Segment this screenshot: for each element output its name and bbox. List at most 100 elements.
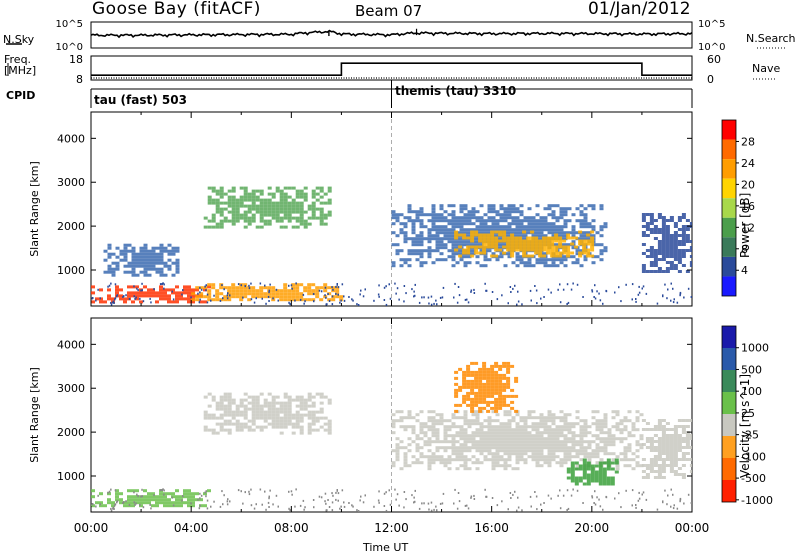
power-cell	[451, 246, 456, 250]
velocity-cell	[507, 455, 512, 459]
velocity-cell	[531, 443, 536, 447]
velocity-cell	[187, 504, 191, 508]
power-cell	[255, 289, 260, 293]
velocity-scatter-dot	[128, 503, 131, 506]
velocity-cell	[523, 434, 528, 438]
power-cell	[543, 264, 548, 268]
velocity-scatter-dot	[559, 507, 562, 510]
velocity-cell	[641, 470, 646, 473]
velocity-cell	[227, 401, 232, 405]
power-scatter-dot	[134, 297, 136, 300]
velocity-cell	[627, 410, 632, 414]
velocity-cell	[431, 422, 436, 426]
power-cell	[579, 222, 584, 226]
power-scatter-dot	[303, 302, 305, 305]
velocity-cell	[657, 470, 662, 473]
velocity-cell	[502, 364, 507, 368]
power-cell	[227, 195, 232, 199]
velocity-scatter-dot	[591, 495, 593, 498]
velocity-scatter-dot	[206, 507, 209, 510]
velocity-cell	[467, 419, 472, 423]
velocity-cell	[395, 446, 400, 450]
velocity-cell	[470, 373, 475, 377]
velocity-colorbar-swatch	[722, 436, 736, 458]
power-cell	[431, 228, 436, 232]
velocity-cell	[511, 434, 516, 438]
power-cell	[466, 248, 471, 252]
power-scatter-dot	[289, 303, 291, 306]
velocity-cell	[607, 428, 612, 432]
velocity-scatter-dot	[302, 499, 305, 502]
power-cell	[499, 204, 504, 208]
velocity-scatter-dot	[664, 489, 666, 492]
power-cell	[685, 219, 690, 222]
power-cell	[439, 225, 444, 229]
velocity-cell	[535, 455, 540, 459]
velocity-cell	[283, 392, 288, 396]
velocity-cell	[291, 431, 296, 435]
velocity-cell	[661, 437, 666, 440]
power-cell	[510, 251, 515, 255]
power-cell	[323, 289, 328, 293]
velocity-scatter-dot	[150, 507, 152, 510]
power-scatter-dot	[670, 282, 672, 285]
velocity-cell	[479, 437, 484, 441]
power-cell	[482, 242, 487, 246]
velocity-cell	[619, 419, 624, 423]
velocity-cell	[653, 425, 658, 428]
power-cell	[463, 228, 468, 232]
power-cell	[526, 254, 531, 258]
velocity-colorbar-tick-label: -500	[741, 472, 766, 485]
power-scatter-dot	[125, 294, 127, 297]
power-cell	[139, 249, 144, 253]
velocity-cell	[451, 443, 456, 447]
power-cell	[407, 219, 412, 223]
power-cell	[657, 246, 662, 249]
velocity-cell	[455, 455, 460, 459]
velocity-scatter-dot	[163, 493, 165, 496]
velocity-cell	[673, 455, 678, 458]
velocity-cell	[535, 449, 540, 453]
power-cell	[179, 294, 183, 298]
power-cell	[575, 252, 580, 256]
velocity-cell	[615, 428, 620, 432]
velocity-cell	[595, 425, 600, 429]
power-cell	[519, 210, 524, 214]
power-cell	[463, 231, 468, 235]
power-cell	[403, 261, 408, 265]
power-cell	[267, 192, 272, 196]
power-cell	[275, 213, 280, 217]
power-cell	[506, 245, 511, 249]
power-cell	[487, 219, 492, 223]
power-cell	[543, 258, 548, 262]
power-cell	[231, 213, 236, 217]
power-cell	[291, 286, 296, 290]
velocity-cell	[567, 449, 572, 453]
velocity-cell	[494, 379, 499, 383]
power-cell	[139, 261, 144, 265]
power-cell	[563, 219, 568, 223]
power-cell	[207, 298, 212, 302]
power-cell	[399, 264, 404, 268]
velocity-cell	[187, 498, 191, 502]
velocity-cell	[299, 419, 304, 423]
power-cell	[583, 222, 588, 226]
velocity-cell	[649, 464, 654, 467]
power-cell	[235, 198, 240, 202]
power-scatter-dot	[269, 283, 271, 286]
velocity-cell	[323, 395, 328, 399]
power-cell	[527, 264, 532, 268]
velocity-cell	[486, 409, 491, 413]
power-cell	[251, 216, 256, 220]
power-cell	[491, 219, 496, 223]
velocity-cell	[507, 440, 512, 444]
velocity-scatter-dot	[182, 495, 184, 498]
velocity-cell	[494, 403, 499, 407]
velocity-cell	[227, 392, 232, 396]
power-scatter-dot	[204, 285, 206, 288]
velocity-cell	[479, 446, 484, 450]
power-cell	[419, 222, 424, 226]
velocity-scatter-dot	[557, 494, 559, 497]
power-cell	[167, 258, 172, 262]
velocity-scatter-dot	[359, 499, 361, 502]
